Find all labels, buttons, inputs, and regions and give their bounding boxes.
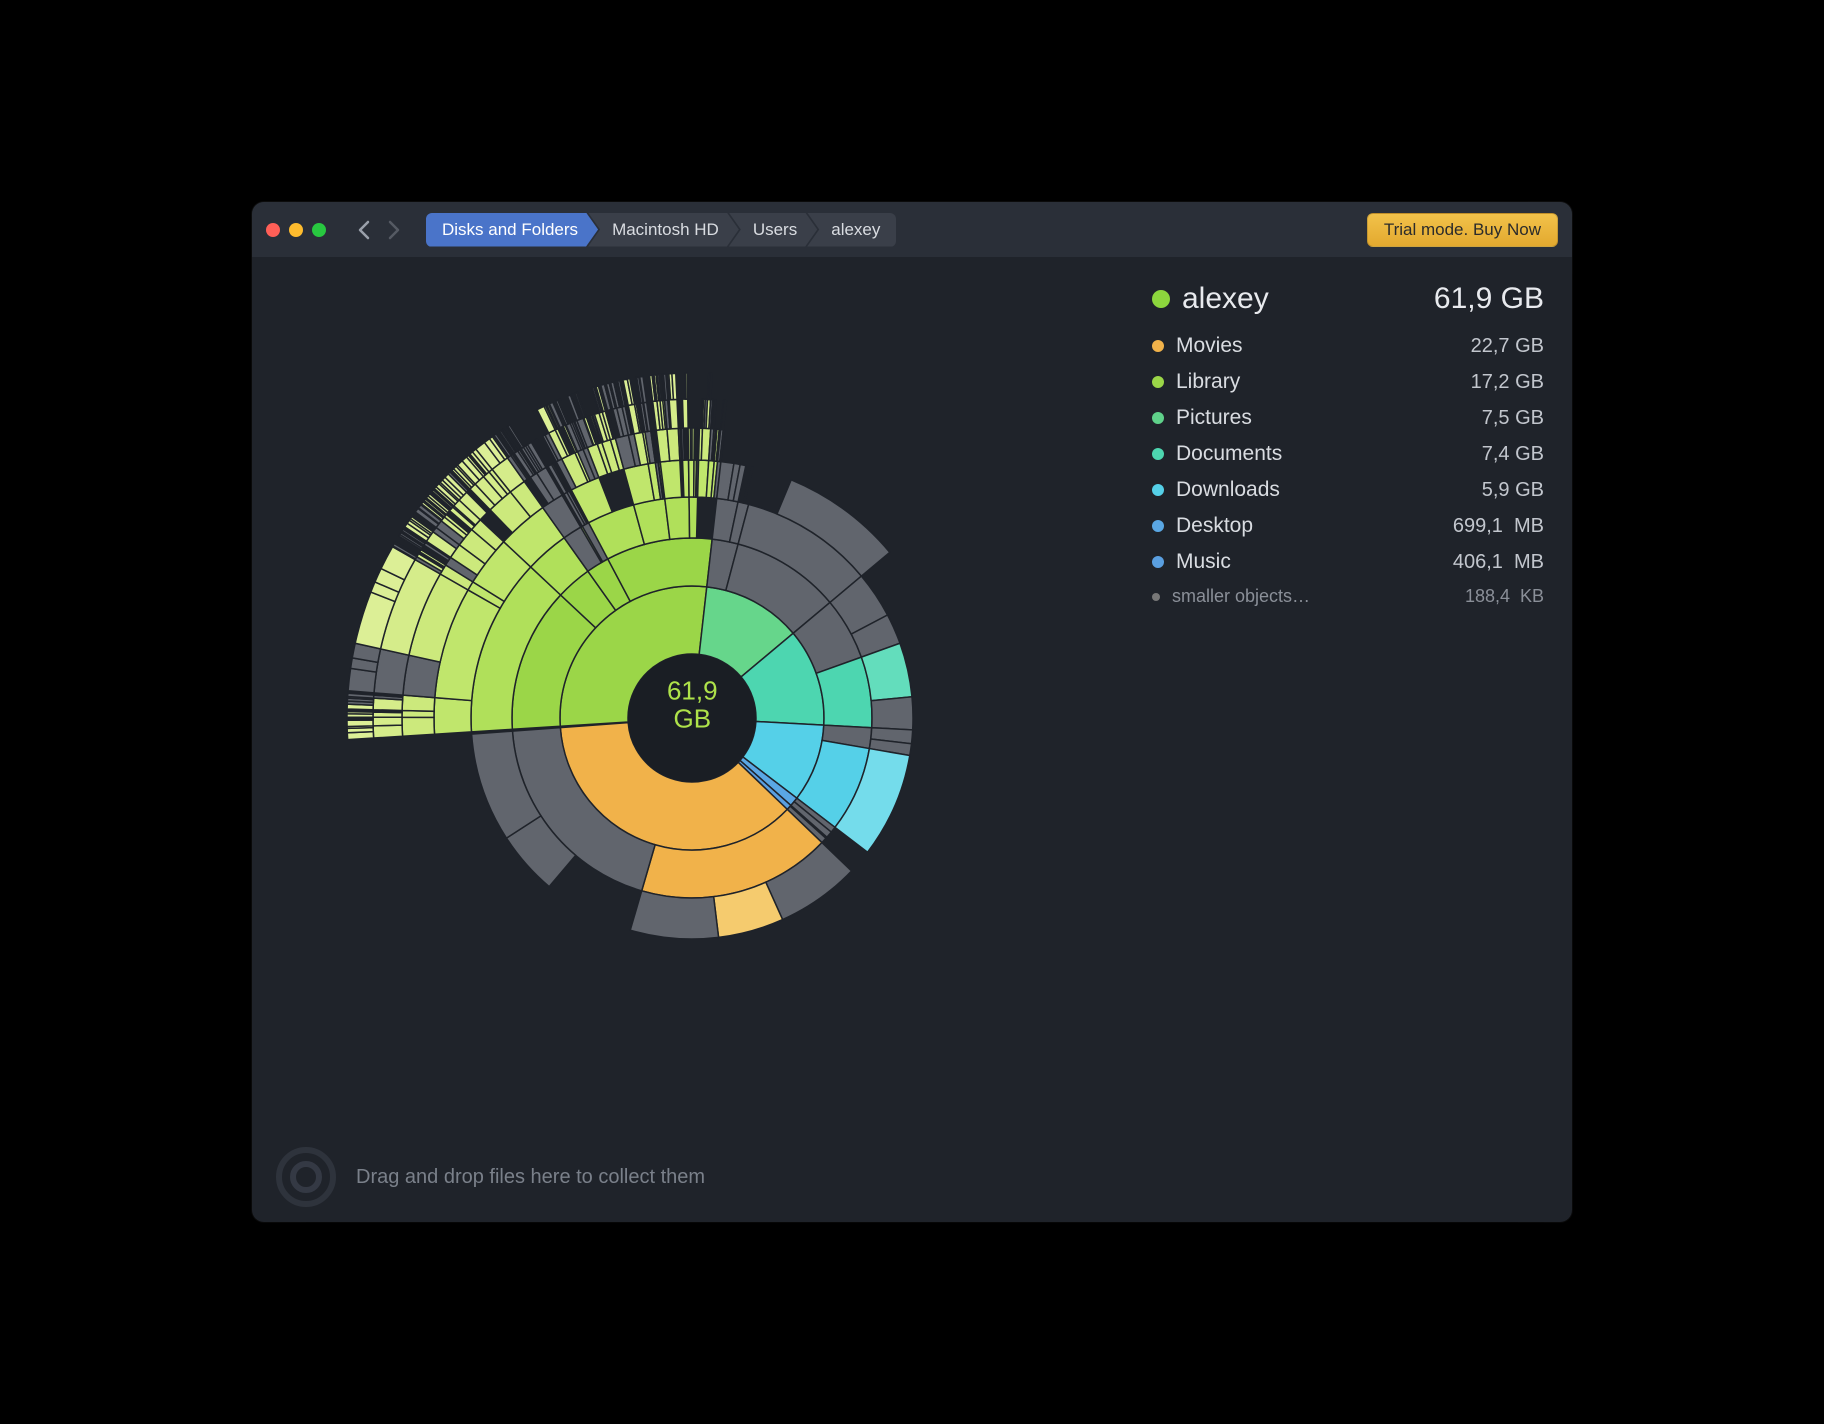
trial-buy-button[interactable]: Trial mode. Buy Now	[1367, 213, 1558, 247]
list-item[interactable]: Downloads 5,9 GB	[1152, 474, 1544, 506]
footer-hint: Drag and drop files here to collect them	[356, 1166, 705, 1189]
list-item[interactable]: Documents 7,4 GB	[1152, 438, 1544, 470]
sunburst-chart[interactable]: 61,9GB	[252, 258, 1152, 1132]
folder-size: 22,7 GB	[1471, 335, 1544, 358]
folder-name: Music	[1176, 550, 1231, 574]
nav-forward[interactable]	[380, 216, 408, 244]
breadcrumb-users[interactable]: Users	[729, 213, 817, 247]
folder-size: 7,5 GB	[1482, 407, 1544, 430]
app-window: Disks and FoldersMacintosh HDUsersalexey…	[252, 202, 1572, 1222]
list-item-smaller[interactable]: smaller objects… 188,4 KB	[1152, 582, 1544, 611]
folder-name: Downloads	[1176, 478, 1280, 502]
folder-color-dot	[1152, 412, 1164, 424]
current-folder-name: alexey	[1182, 282, 1269, 316]
folder-name: Pictures	[1176, 406, 1252, 430]
current-folder-size: 61,9 GB	[1434, 282, 1544, 316]
folder-size: 7,4 GB	[1482, 443, 1544, 466]
nav-back[interactable]	[350, 216, 378, 244]
breadcrumbs: Disks and FoldersMacintosh HDUsersalexey	[426, 213, 896, 247]
folder-color-dot	[1152, 556, 1164, 568]
folder-list-panel: alexey 61,9 GB Movies 22,7 GB Library 17,2 …	[1152, 258, 1572, 1132]
list-item[interactable]: Desktop 699,1 MB	[1152, 510, 1544, 542]
breadcrumb-macintosh-hd[interactable]: Macintosh HD	[588, 213, 739, 247]
list-item[interactable]: Movies 22,7 GB	[1152, 330, 1544, 362]
folder-color-dot	[1152, 484, 1164, 496]
folder-size: 406,1 MB	[1453, 551, 1544, 574]
folder-color-dot	[1152, 448, 1164, 460]
chevron-left-icon	[357, 220, 371, 240]
zoom-button[interactable]	[312, 223, 326, 237]
folder-size: 17,2 GB	[1471, 371, 1544, 394]
folder-color-dot	[1152, 340, 1164, 352]
minimize-button[interactable]	[289, 223, 303, 237]
list-item[interactable]: Library 17,2 GB	[1152, 366, 1544, 398]
list-item[interactable]: Pictures 7,5 GB	[1152, 402, 1544, 434]
folder-name: smaller objects…	[1172, 586, 1310, 607]
folder-name: Desktop	[1176, 514, 1253, 538]
folder-color-dot	[1152, 290, 1170, 308]
nav-arrows	[350, 216, 408, 244]
traffic-lights	[266, 223, 326, 237]
list-item[interactable]: Music 406,1 MB	[1152, 546, 1544, 578]
folder-list: Movies 22,7 GB Library 17,2 GB Pictures 7,5 G…	[1152, 330, 1544, 611]
folder-size: 5,9 GB	[1482, 479, 1544, 502]
breadcrumb-alexey[interactable]: alexey	[807, 213, 896, 247]
toolbar: Disks and FoldersMacintosh HDUsersalexey…	[252, 202, 1572, 258]
folder-color-dot	[1152, 593, 1160, 601]
breadcrumb-disks-and-folders[interactable]: Disks and Folders	[426, 213, 598, 247]
folder-name: Documents	[1176, 442, 1282, 466]
folder-size: 188,4 KB	[1465, 586, 1544, 607]
close-button[interactable]	[266, 223, 280, 237]
folder-color-dot	[1152, 520, 1164, 532]
drop-target-icon[interactable]	[276, 1147, 336, 1207]
folder-color-dot	[1152, 376, 1164, 388]
folder-size: 699,1 MB	[1453, 515, 1544, 538]
current-folder-header[interactable]: alexey 61,9 GB	[1152, 282, 1544, 316]
main-body: 61,9GB alexey 61,9 GB Movies 22,7 GB Libra…	[252, 258, 1572, 1132]
folder-name: Movies	[1176, 334, 1243, 358]
chevron-right-icon	[387, 220, 401, 240]
folder-name: Library	[1176, 370, 1240, 394]
